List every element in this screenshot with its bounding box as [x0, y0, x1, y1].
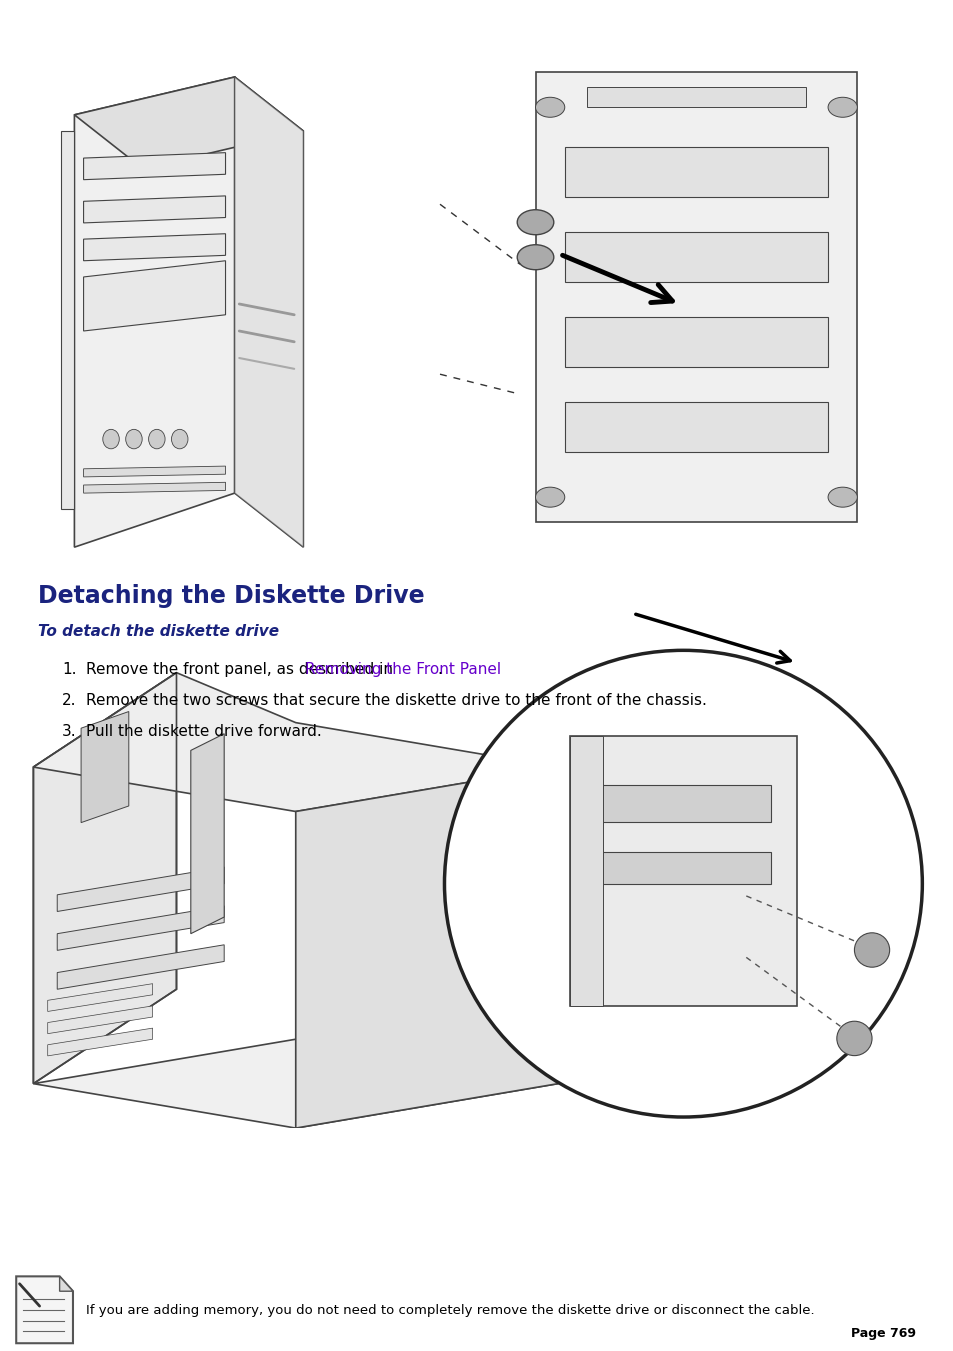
Text: 2.: 2.: [62, 693, 76, 708]
Polygon shape: [595, 785, 771, 823]
Text: To detach the diskette drive: To detach the diskette drive: [38, 624, 279, 639]
Circle shape: [827, 488, 857, 507]
Text: Detaching the Diskette Drive: Detaching the Diskette Drive: [38, 584, 424, 608]
Polygon shape: [535, 73, 857, 523]
Circle shape: [854, 932, 889, 967]
Circle shape: [535, 488, 564, 507]
Text: Pull the diskette drive forward.: Pull the diskette drive forward.: [86, 724, 321, 739]
Polygon shape: [33, 1039, 558, 1128]
Polygon shape: [33, 673, 176, 1084]
Circle shape: [827, 97, 857, 118]
Polygon shape: [84, 234, 225, 261]
Text: Removing the Front Panel: Removing the Front Panel: [305, 662, 501, 677]
Circle shape: [126, 430, 142, 449]
Circle shape: [535, 97, 564, 118]
Polygon shape: [234, 77, 303, 547]
Polygon shape: [59, 1277, 72, 1292]
Polygon shape: [48, 984, 152, 1012]
Polygon shape: [234, 77, 303, 547]
Polygon shape: [564, 147, 827, 197]
Polygon shape: [84, 196, 225, 223]
Text: Remove the front panel, as described in: Remove the front panel, as described in: [86, 662, 397, 677]
Circle shape: [517, 245, 553, 270]
Circle shape: [836, 1021, 871, 1055]
Polygon shape: [16, 1277, 72, 1343]
Polygon shape: [570, 736, 796, 1006]
Polygon shape: [564, 403, 827, 453]
Polygon shape: [570, 736, 602, 1006]
Text: .: .: [436, 662, 441, 677]
Polygon shape: [48, 1028, 152, 1056]
Polygon shape: [57, 867, 224, 912]
Polygon shape: [74, 77, 303, 169]
Circle shape: [149, 430, 165, 449]
Circle shape: [444, 650, 922, 1117]
Polygon shape: [191, 734, 224, 934]
Text: If you are adding memory, you do not need to completely remove the diskette driv: If you are adding memory, you do not nee…: [86, 1304, 814, 1317]
Polygon shape: [57, 907, 224, 950]
Text: Page 769: Page 769: [850, 1327, 915, 1340]
Polygon shape: [84, 466, 225, 477]
Text: 1.: 1.: [62, 662, 76, 677]
Polygon shape: [84, 261, 225, 331]
Polygon shape: [564, 317, 827, 367]
Polygon shape: [74, 77, 234, 547]
Polygon shape: [295, 767, 558, 1128]
Text: 3.: 3.: [62, 724, 76, 739]
Polygon shape: [33, 673, 558, 812]
Circle shape: [517, 209, 553, 235]
Polygon shape: [61, 131, 74, 509]
Polygon shape: [84, 482, 225, 493]
Polygon shape: [57, 944, 224, 989]
Circle shape: [103, 430, 119, 449]
Polygon shape: [586, 88, 805, 107]
Polygon shape: [84, 153, 225, 180]
Polygon shape: [48, 1006, 152, 1034]
Text: Remove the two screws that secure the diskette drive to the front of the chassis: Remove the two screws that secure the di…: [86, 693, 706, 708]
Polygon shape: [564, 232, 827, 282]
Polygon shape: [595, 851, 771, 884]
Circle shape: [172, 430, 188, 449]
Polygon shape: [81, 712, 129, 823]
